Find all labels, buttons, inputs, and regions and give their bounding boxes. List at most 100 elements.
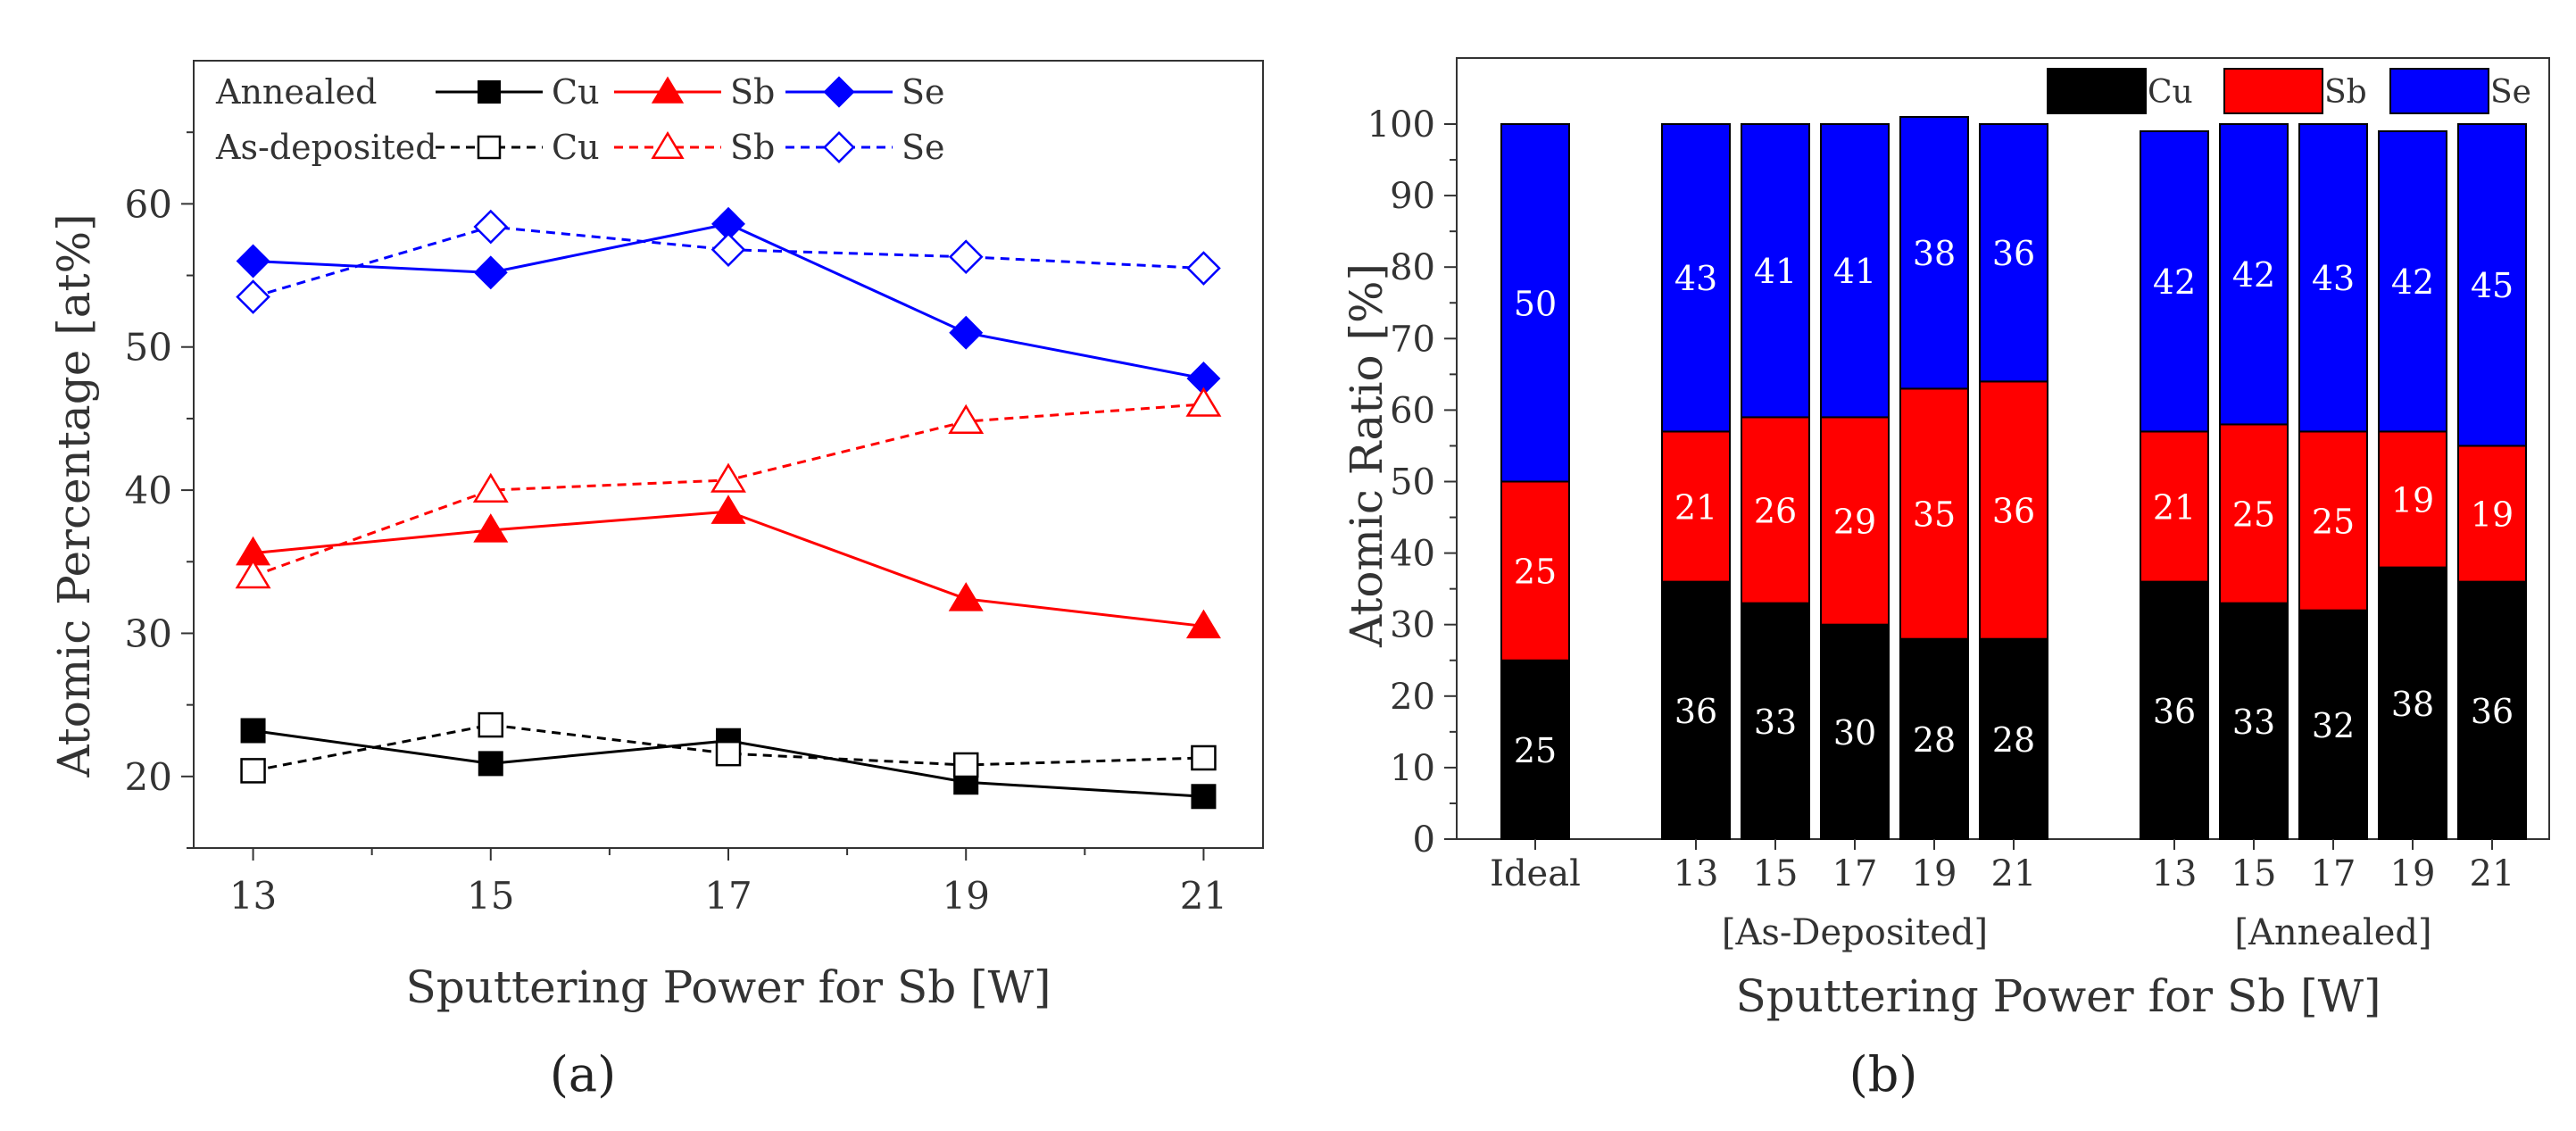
b-xtick-label: 13 xyxy=(2152,853,2198,894)
a-legend-marker-annealed-cu xyxy=(478,80,501,104)
b-bar-sb-2 xyxy=(1741,416,1810,604)
panel-a-line-chart: 20 30 40 50 60 13 15 17 19 21 Annealed Cu Sb Se As-dep… xyxy=(125,60,1264,918)
b-xtick-label: 17 xyxy=(2311,853,2356,894)
b-bar-label-cu-9: 38 xyxy=(2391,685,2434,724)
a-legend-marker-as-deposited-cu xyxy=(477,135,502,160)
b-xtick-label: 17 xyxy=(1832,853,1878,894)
a-point-as-deposited-se-13 xyxy=(236,279,270,314)
b-bar-label-cu-6: 36 xyxy=(2153,692,2196,731)
a-ylabel: Atomic Percentage [at%] xyxy=(48,213,100,778)
b-legend-label-se: Se xyxy=(2490,74,2531,111)
a-point-as-deposited-cu-15 xyxy=(478,711,504,738)
b-bar-sb-6 xyxy=(2140,430,2209,583)
b-group-label: [Annealed] xyxy=(2234,912,2431,953)
a-xtick-label: 17 xyxy=(704,874,752,918)
b-bar-label-se-10: 45 xyxy=(2471,266,2514,305)
b-bar-sb-9 xyxy=(2378,430,2447,569)
a-point-as-deposited-sb-19 xyxy=(948,403,985,435)
b-bar-cu-9 xyxy=(2378,566,2447,840)
a-legend: Annealed Cu Sb Se As-deposited Cu Sb Se xyxy=(215,72,945,167)
a-point-as-deposited-cu-17 xyxy=(715,740,742,767)
a-legend-label-se: Se xyxy=(902,128,945,167)
a-point-as-deposited-cu-21 xyxy=(1191,744,1217,771)
b-bar-label-cu-2: 33 xyxy=(1754,703,1797,742)
a-point-annealed-sb-17 xyxy=(710,495,746,524)
a-point-as-deposited-cu-19 xyxy=(952,752,979,778)
a-point-as-deposited-sb-17 xyxy=(710,462,746,493)
b-ytick-label: 10 xyxy=(1390,748,1435,789)
b-bar-label-cu-10: 36 xyxy=(2471,692,2514,731)
b-bar-se-8 xyxy=(2298,123,2368,433)
b-group-label: [As-Deposited] xyxy=(1722,912,1988,953)
b-xtick-label: 13 xyxy=(1674,853,1719,894)
b-bar-sb-8 xyxy=(2298,430,2368,611)
a-point-as-deposited-se-19 xyxy=(948,239,984,275)
a-point-annealed-se-19 xyxy=(949,315,984,350)
b-bar-cu-6 xyxy=(2140,580,2209,840)
b-bar-label-cu-7: 33 xyxy=(2232,703,2275,742)
a-ytick-label: 30 xyxy=(125,611,172,655)
a-point-annealed-se-15 xyxy=(473,255,508,290)
b-bar-label-cu-4: 28 xyxy=(1913,720,1956,760)
b-ytick-label: 70 xyxy=(1390,319,1435,360)
a-ytick-label: 20 xyxy=(125,755,172,799)
b-xtick-label: 21 xyxy=(2470,853,2515,894)
a-point-as-deposited-cu-13 xyxy=(240,758,266,784)
b-bar-cu-4 xyxy=(1899,637,1969,840)
b-bar-label-sb-5: 36 xyxy=(1992,492,2035,531)
b-bar-label-se-9: 42 xyxy=(2391,262,2434,302)
b-xtick-label: 19 xyxy=(1912,853,1957,894)
b-bar-se-3 xyxy=(1820,123,1890,419)
a-ytick-label: 40 xyxy=(125,469,172,512)
a-point-annealed-sb-19 xyxy=(948,582,984,611)
a-ytick-label: 50 xyxy=(125,326,172,370)
a-legend-marker-annealed-se xyxy=(823,76,855,108)
b-bar-sb-3 xyxy=(1820,416,1890,626)
b-legend-label-sb: Sb xyxy=(2324,74,2367,111)
b-panel-label: (b) xyxy=(1849,1046,1918,1102)
a-legend-label-cu: Cu xyxy=(552,72,600,112)
b-bar-label-sb-1: 21 xyxy=(1674,488,1717,528)
b-bar-se-5 xyxy=(1979,123,2048,383)
b-bar-se-0 xyxy=(1500,123,1570,483)
b-bar-se-9 xyxy=(2378,130,2447,433)
panel-b-stacked-bar-chart: 0 10 20 30 40 50 60 70 80 90 100 25 25 50 Ideal 36 21 43 1… xyxy=(1367,57,2550,953)
b-bar-label-sb-6: 21 xyxy=(2153,488,2196,528)
b-bar-cu-1 xyxy=(1661,580,1731,840)
b-ylabel: Atomic Ratio [%] xyxy=(1341,263,1392,648)
b-bar-label-se-1: 43 xyxy=(1674,259,1717,298)
b-bar-label-se-4: 38 xyxy=(1913,234,1956,273)
b-bar-label-cu-5: 28 xyxy=(1992,720,2035,760)
b-bar-se-6 xyxy=(2140,130,2209,433)
b-bar-label-sb-4: 35 xyxy=(1913,495,1956,535)
a-legend-label-sb: Sb xyxy=(730,72,775,112)
a-point-as-deposited-se-17 xyxy=(710,232,746,267)
b-bar-label-cu-0: 25 xyxy=(1514,731,1557,770)
a-legend-group-label: As-deposited xyxy=(215,128,437,167)
b-bar-cu-8 xyxy=(2298,609,2368,840)
b-legend-swatch-cu xyxy=(2047,68,2147,114)
a-legend-marker-annealed-sb xyxy=(651,76,685,104)
b-ytick-label: 60 xyxy=(1390,390,1435,431)
b-xtick-label: Ideal xyxy=(1490,853,1581,894)
a-point-as-deposited-sb-21 xyxy=(1185,387,1222,417)
b-bar-label-se-2: 41 xyxy=(1754,252,1797,291)
a-point-annealed-cu-15 xyxy=(478,751,503,777)
b-ytick-label: 90 xyxy=(1390,176,1435,217)
b-bar-label-cu-3: 30 xyxy=(1833,713,1876,753)
a-point-as-deposited-sb-13 xyxy=(235,558,271,589)
a-ytick-label: 60 xyxy=(125,182,172,226)
a-point-annealed-cu-13 xyxy=(240,718,266,744)
a-point-as-deposited-se-15 xyxy=(473,209,509,245)
a-legend-label-sb: Sb xyxy=(730,128,775,167)
a-point-annealed-se-13 xyxy=(236,244,270,279)
a-xlabel: Sputtering Power for Sb [W] xyxy=(405,961,1051,1013)
a-series-line-annealed-sb xyxy=(253,510,1204,628)
b-bar-label-se-8: 43 xyxy=(2312,259,2355,298)
b-legend-swatch-sb xyxy=(2223,68,2323,114)
a-point-as-deposited-sb-15 xyxy=(472,472,509,503)
b-ytick-label: 0 xyxy=(1413,819,1435,861)
b-bar-se-2 xyxy=(1741,123,1810,419)
b-bar-cu-5 xyxy=(1979,637,2048,840)
